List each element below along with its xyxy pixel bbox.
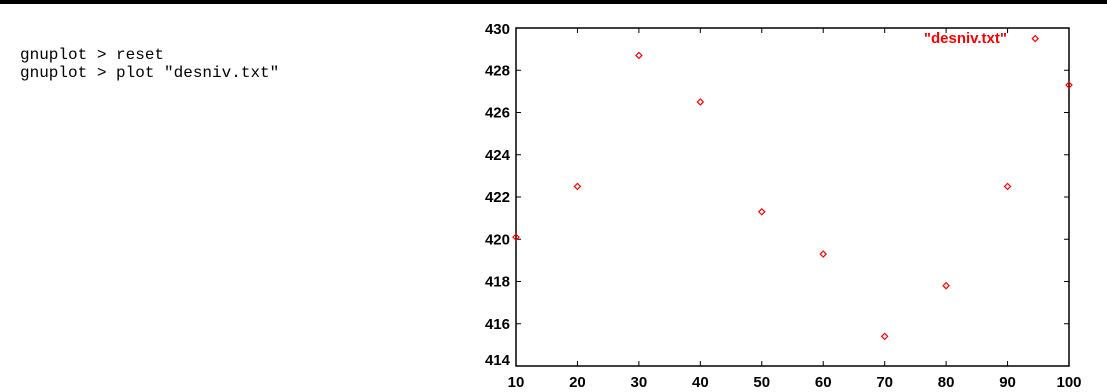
x-tick-label: 70 <box>876 374 893 391</box>
y-tick-label: 428 <box>485 62 510 79</box>
y-tick-label: 418 <box>485 274 510 291</box>
x-tick-label: 20 <box>569 374 586 391</box>
x-tick-label: 90 <box>999 374 1016 391</box>
x-tick-label: 80 <box>938 374 955 391</box>
y-tick-label: 422 <box>485 189 510 206</box>
console-line-reset: gnuplot > reset <box>20 46 165 64</box>
y-tick-label: 416 <box>485 316 510 333</box>
data-points <box>512 34 1073 341</box>
axis-tick-labels: 10 20 30 40 50 60 70 80 90 100 414 416 418 420 422 424 4… <box>485 21 1082 391</box>
y-tick-label: 420 <box>485 231 510 248</box>
legend-series-label: "desniv.txt" <box>924 30 1007 47</box>
data-point <box>635 51 643 60</box>
data-point <box>880 332 889 341</box>
x-tick-label: 10 <box>508 374 525 391</box>
x-tick-label: 100 <box>1056 374 1081 391</box>
axis-ticks <box>515 27 1070 367</box>
y-tick-label: 430 <box>485 21 510 38</box>
plot-frame <box>515 27 1070 367</box>
data-point <box>819 250 828 258</box>
data-point <box>1003 182 1012 191</box>
y-tick-label: 414 <box>485 352 511 369</box>
top-divider <box>0 0 1107 4</box>
data-point <box>942 281 950 290</box>
x-tick-label: 30 <box>631 374 648 391</box>
data-point <box>1065 81 1073 89</box>
y-tick-label: 426 <box>485 105 510 122</box>
x-tick-label: 60 <box>815 374 832 391</box>
y-tick-label: 424 <box>485 147 511 164</box>
console-line-plot: gnuplot > plot "desniv.txt" <box>20 64 280 82</box>
console-output: gnuplot > reset gnuplot > plot "desniv.tx… <box>20 46 279 82</box>
data-point <box>696 98 705 106</box>
data-point <box>757 207 766 216</box>
data-point <box>573 182 582 191</box>
x-tick-label: 50 <box>753 374 770 391</box>
data-point <box>1031 34 1040 43</box>
data-point <box>512 233 520 241</box>
legend: "desniv.txt" <box>924 30 1007 47</box>
x-tick-label: 40 <box>692 374 709 391</box>
